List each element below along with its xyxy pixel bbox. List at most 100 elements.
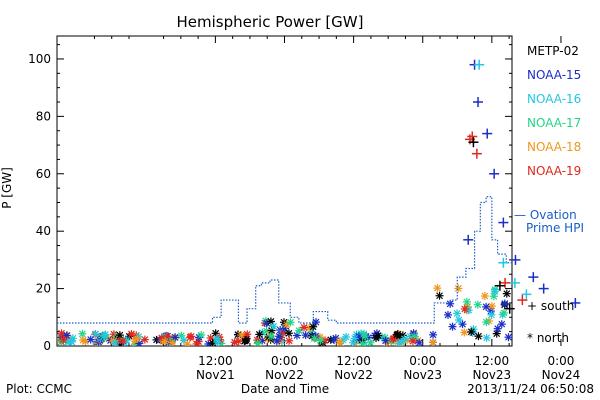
north-star-marker: [101, 330, 110, 339]
star-stroke: [342, 333, 350, 341]
north-star-marker: [366, 338, 375, 346]
star-stroke: [374, 332, 382, 340]
star-stroke: [490, 292, 498, 300]
star-stroke: [133, 335, 141, 343]
north-star-marker: [361, 332, 370, 341]
star-stroke: [184, 340, 191, 346]
north-star-marker: [454, 315, 463, 324]
south-plus-marker: [521, 289, 532, 300]
star-stroke: [455, 316, 463, 324]
x-tick-label-day: Nov22: [265, 368, 304, 382]
star-stroke: [436, 292, 443, 300]
south-plus-marker: [504, 303, 515, 314]
star-stroke: [491, 287, 499, 295]
y-tick-label: 40: [36, 224, 51, 238]
north-star-marker: [467, 327, 476, 336]
star-stroke: [475, 332, 482, 340]
star-stroke: [501, 300, 509, 307]
legend-south-label: + south: [527, 299, 574, 313]
north-star-marker: [59, 335, 68, 344]
star-stroke: [254, 340, 262, 346]
plot-frame: [56, 35, 513, 347]
north-star-marker: [213, 338, 222, 346]
star-stroke: [158, 334, 166, 342]
star-stroke: [68, 338, 76, 346]
north-star-marker: [428, 338, 437, 346]
x-tick-label-day: Nov21: [196, 368, 235, 382]
legend-entry: NOAA-17: [527, 116, 581, 130]
star-stroke: [300, 323, 308, 331]
legend-entry: NOAA-16: [527, 92, 581, 106]
star-stroke: [316, 337, 324, 344]
legend-entry: NOAA-19: [527, 164, 581, 178]
south-plus-marker: [498, 257, 509, 268]
north-star-marker: [482, 302, 491, 311]
north-star-marker: [460, 328, 469, 337]
south-plus-marker: [509, 277, 520, 288]
north-star-marker: [78, 329, 87, 338]
star-stroke: [275, 332, 283, 340]
north-star-marker: [499, 308, 508, 317]
north-star-marker: [482, 333, 491, 342]
south-plus-marker: [510, 254, 521, 265]
x-tick-label-time: 12:00: [475, 354, 510, 368]
y-tick-label: 60: [36, 167, 51, 181]
north-star-marker: [284, 329, 293, 338]
star-stroke: [444, 311, 452, 319]
star-stroke: [410, 332, 418, 340]
y-tick-label: 80: [36, 109, 51, 123]
star-stroke: [467, 328, 475, 336]
star-stroke: [500, 309, 508, 317]
south-plus-marker: [471, 148, 482, 159]
star-stroke: [78, 330, 86, 338]
north-star-marker: [301, 331, 310, 340]
north-star-marker: [186, 333, 195, 342]
x-tick-label-time: 0:00: [409, 354, 436, 368]
star-stroke: [285, 337, 293, 345]
star-stroke: [460, 329, 468, 336]
x-tick-label-day: Nov23: [403, 368, 442, 382]
star-stroke: [474, 301, 482, 309]
north-star-marker: [295, 326, 304, 335]
star-stroke: [58, 329, 65, 337]
star-stroke: [285, 329, 293, 337]
star-stroke: [116, 331, 124, 339]
south-plus-marker: [489, 168, 500, 179]
star-stroke: [382, 337, 389, 345]
north-star-marker: [500, 299, 509, 308]
north-star-marker: [393, 330, 402, 339]
star-stroke: [367, 339, 374, 346]
star-stroke: [243, 330, 251, 338]
star-stroke: [446, 300, 454, 308]
north-star-marker: [502, 289, 511, 298]
star-stroke: [399, 331, 407, 339]
north-star-marker: [410, 332, 419, 341]
north-star-marker: [300, 323, 309, 332]
legend-ovation-label-2: Prime HPI: [526, 221, 584, 235]
north-star-marker: [234, 337, 243, 346]
legend-north-label: * north: [527, 331, 569, 345]
star-stroke: [364, 334, 372, 342]
north-star-marker: [374, 331, 383, 340]
north-star-marker: [435, 291, 444, 300]
north-star-marker: [487, 310, 496, 319]
star-stroke: [482, 318, 490, 326]
star-stroke: [287, 318, 294, 326]
x-tick-label-day: Nov24: [542, 368, 581, 382]
star-stroke: [454, 285, 462, 292]
north-star-marker: [115, 331, 124, 340]
y-axis-label: P [GW]: [0, 167, 14, 209]
star-stroke: [400, 335, 408, 343]
star-stroke: [92, 330, 100, 338]
star-stroke: [361, 332, 369, 340]
north-star-marker: [408, 337, 417, 346]
north-star-marker: [286, 318, 295, 327]
north-star-marker: [161, 337, 170, 346]
star-stroke: [171, 333, 179, 341]
star-stroke: [235, 337, 243, 345]
star-stroke: [359, 340, 367, 346]
north-star-marker: [310, 334, 319, 343]
star-stroke: [270, 322, 278, 330]
star-stroke: [409, 337, 417, 345]
